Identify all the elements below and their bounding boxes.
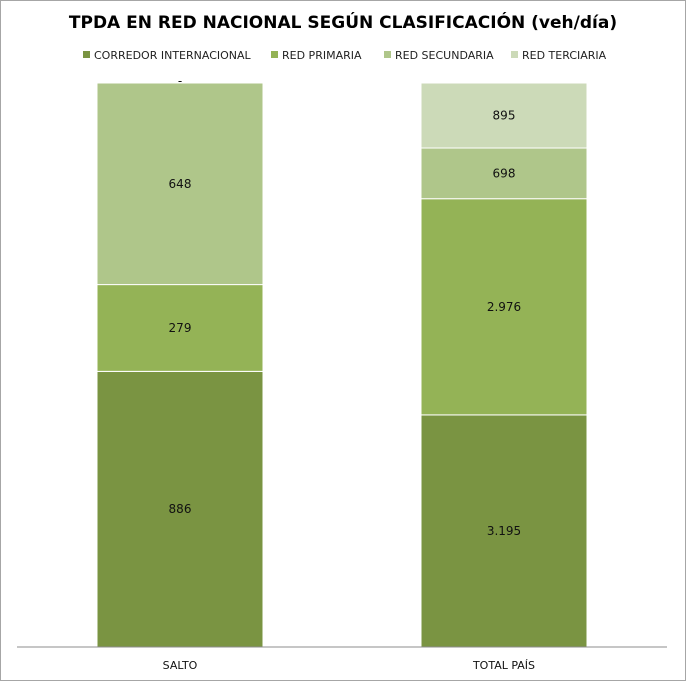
legend: CORREDOR INTERNACIONAL RED PRIMARIA RED SE… [83, 49, 607, 62]
bar-segment-1-2 [420, 147, 588, 200]
legend-label-2: RED SECUNDARIA [395, 49, 494, 62]
category-label-1: TOTAL PAÍS [472, 659, 535, 672]
legend-label-0: CORREDOR INTERNACIONAL [94, 49, 252, 62]
category-label-0: SALTO [163, 659, 198, 672]
bar-segment-0-0 [96, 370, 264, 648]
data-label-0-3: - [178, 74, 182, 88]
data-label-1-0: 3.195 [487, 524, 521, 538]
bar-segment-1-1 [420, 198, 588, 416]
data-label-1-1: 2.976 [487, 300, 521, 314]
data-label-1-2: 698 [493, 166, 516, 180]
data-label-1-3: 895 [493, 109, 516, 123]
data-label-0-1: 279 [169, 321, 192, 335]
legend-swatch-2 [384, 51, 391, 58]
legend-swatch-1 [271, 51, 278, 58]
bar-segment-1-3 [420, 82, 588, 149]
bar-segment-0-1 [96, 284, 264, 372]
data-label-0-2: 648 [169, 177, 192, 191]
data-label-0-0: 886 [169, 502, 192, 516]
legend-swatch-3 [511, 51, 518, 58]
bars: 886 279 648 - 3.195 2.976 698 895 [96, 74, 588, 648]
legend-swatch-0 [83, 51, 90, 58]
legend-label-1: RED PRIMARIA [282, 49, 362, 62]
bar-segment-0-2 [96, 82, 264, 286]
chart-title: TPDA EN RED NACIONAL SEGÚN CLASIFICACIÓN… [69, 11, 617, 33]
category-labels: SALTO TOTAL PAÍS [163, 659, 535, 672]
legend-label-3: RED TERCIARIA [522, 49, 607, 62]
bar-segment-1-0 [420, 414, 588, 648]
